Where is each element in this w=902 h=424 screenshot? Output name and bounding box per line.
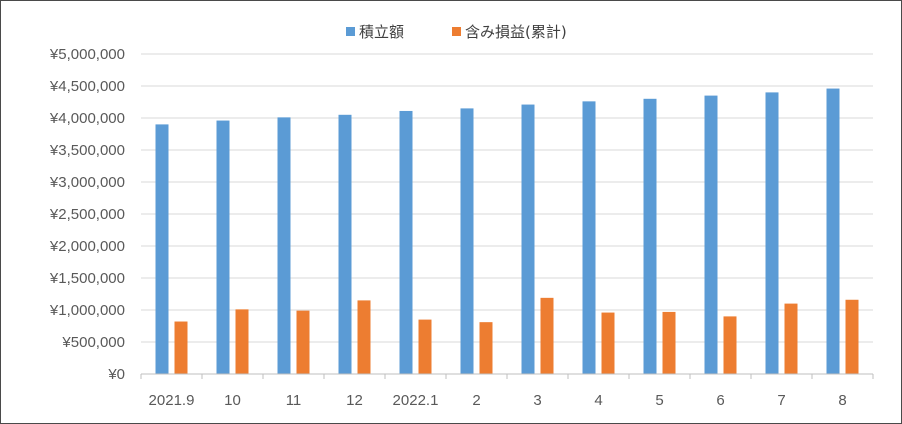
- x-tick-label: 2021.9: [149, 392, 195, 409]
- bar-fukumi-soneki-8: [662, 311, 676, 374]
- y-tick-label: ¥1,000,000: [49, 302, 125, 319]
- bar-tsumitate-2: [277, 117, 291, 375]
- legend-swatch-含み損益: [452, 27, 461, 36]
- x-axis: 2021.9 10 11 12 2022.1 2 3 4 5 6 7 8: [140, 373, 874, 409]
- y-tick-label: ¥4,000,000: [49, 110, 125, 127]
- bar-fukumi-soneki-5: [479, 322, 493, 374]
- bar-tsumitate-9: [704, 95, 718, 374]
- bar-tsumitate-10: [765, 92, 779, 375]
- y-tick-label: ¥500,000: [61, 334, 125, 351]
- bar-tsumitate-1: [216, 120, 230, 374]
- bar-fukumi-soneki-4: [418, 319, 432, 374]
- legend-label-含み損益: 含み損益(累計): [465, 23, 567, 41]
- bar-tsumitate-5: [460, 108, 474, 375]
- x-tick-label: 2022.1: [393, 392, 439, 409]
- y-tick-label: ¥2,500,000: [49, 206, 125, 223]
- legend: 積立額 含み損益(累計): [346, 23, 567, 41]
- x-tick-label: 4: [594, 392, 602, 409]
- bar-fukumi-soneki-10: [784, 303, 798, 374]
- y-tick-label: ¥4,500,000: [49, 78, 125, 95]
- x-tick-label: 5: [655, 392, 663, 409]
- bar-fukumi-soneki-3: [357, 300, 371, 374]
- bar-fukumi-soneki-11: [845, 299, 859, 374]
- legend-label-積立額: 積立額: [359, 23, 404, 41]
- bar-tsumitate-0: [155, 124, 169, 375]
- bar-fukumi-soneki-0: [174, 321, 188, 374]
- x-tick-label: 8: [838, 392, 846, 409]
- bar-fukumi-soneki-2: [296, 310, 310, 374]
- x-tick-label: 3: [533, 392, 541, 409]
- bar-fukumi-soneki-7: [601, 312, 615, 374]
- x-tick-label: 6: [716, 392, 724, 409]
- bar-tsumitate-6: [521, 104, 535, 374]
- y-tick-label: ¥3,500,000: [49, 142, 125, 159]
- y-tick-label: ¥2,000,000: [49, 238, 125, 255]
- bar-fukumi-soneki-9: [723, 316, 737, 374]
- bar-tsumitate-7: [582, 101, 596, 375]
- bar-tsumitate-8: [643, 98, 657, 375]
- y-tick-label: ¥3,000,000: [49, 174, 125, 191]
- bar-tsumitate-3: [338, 114, 352, 375]
- x-tick-label: 10: [224, 392, 241, 409]
- x-tick-label: 7: [777, 392, 785, 409]
- legend-swatch-積立額: [346, 27, 355, 36]
- gridlines: [141, 53, 873, 343]
- bar-fukumi-soneki-6: [540, 297, 554, 374]
- x-tick-label: 2: [472, 392, 480, 409]
- y-tick-label: ¥5,000,000: [49, 46, 125, 63]
- x-tick-label: 11: [286, 392, 302, 409]
- y-tick-label: ¥1,500,000: [49, 270, 125, 287]
- bar-tsumitate-4: [399, 110, 413, 375]
- y-axis-tick-labels: ¥0 ¥500,000 ¥1,000,000 ¥1,500,000 ¥2,000,000…: [49, 46, 125, 383]
- bars: [155, 88, 859, 375]
- bar-fukumi-soneki-1: [235, 309, 249, 374]
- x-tick-label: 12: [346, 392, 363, 409]
- bar-tsumitate-11: [826, 88, 840, 374]
- y-tick-label: ¥0: [107, 366, 125, 383]
